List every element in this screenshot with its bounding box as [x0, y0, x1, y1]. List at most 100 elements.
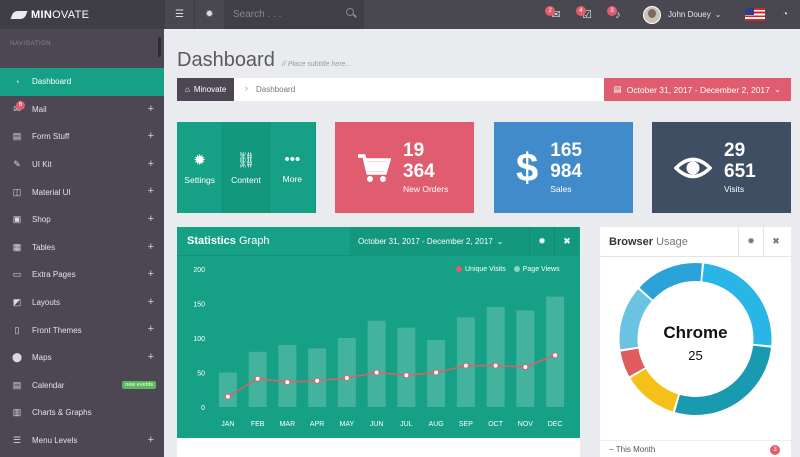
sidebar-item-label: Tables [32, 242, 56, 252]
us-flag-icon[interactable] [745, 8, 765, 21]
sidebar-item-front-themes[interactable]: ▯ Front Themes + [0, 316, 164, 344]
tasks-icon: ☑ [582, 9, 592, 21]
dollar-icon: $ [516, 145, 539, 190]
donut-segment[interactable] [702, 263, 772, 346]
messages-badge: 2 [545, 6, 555, 16]
point-unique-visits [552, 352, 559, 359]
search-placeholder: Search . . . [233, 9, 282, 20]
statistics-settings-button[interactable]: ✹ [529, 227, 554, 256]
plus-icon[interactable]: + [147, 295, 154, 308]
chevron-down-icon: ⌄ [496, 237, 504, 246]
plus-icon[interactable]: + [147, 212, 154, 225]
bar-page-views [546, 296, 565, 407]
search-input[interactable]: Search . . . [224, 0, 364, 29]
plus-icon[interactable]: + [147, 350, 154, 363]
point-unique-visits [492, 362, 499, 369]
sidebar-item-form-stuff[interactable]: ▤ Form Stuff + [0, 123, 164, 151]
gear-icon: ✹ [193, 151, 206, 169]
this-month-label: This Month [615, 445, 656, 454]
plus-icon[interactable]: + [147, 240, 154, 253]
sidebar-item-dashboard[interactable]: ◔ Dashboard [0, 68, 164, 96]
settings-button[interactable]: ✹ [194, 0, 224, 29]
plus-icon[interactable]: + [147, 157, 154, 170]
sidebar-item-shop[interactable]: ▣ Shop + [0, 206, 164, 234]
statistics-close-button[interactable]: ✖ [554, 227, 579, 256]
browser-close-button[interactable]: ✖ [763, 227, 788, 256]
orders-label: New Orders [403, 184, 449, 195]
donut-segment[interactable] [619, 289, 652, 350]
visits-label: Visits [724, 184, 745, 195]
breadcrumb-current[interactable]: Dashboard [256, 85, 296, 94]
content-shortcut[interactable]: ⛓ Content [223, 122, 270, 213]
settings-shortcut[interactable]: ✹ Settings [177, 122, 224, 213]
chevron-down-icon: ⌄ [714, 10, 722, 19]
y-tick-label: 200 [193, 267, 205, 274]
sidebar-item-material-ui[interactable]: ◫ Material UI + [0, 178, 164, 206]
x-tick-label: MAY [340, 421, 355, 428]
tasks-badge: 4 [576, 6, 586, 16]
breadcrumb-home[interactable]: ⌂ Minovate [177, 78, 235, 101]
home-icon: ⌂ [185, 85, 190, 94]
bar-page-views [278, 344, 297, 407]
this-month-toggle[interactable]: − This Month [609, 445, 655, 454]
sidebar-item-label: Form Stuff [32, 132, 70, 142]
sidebar-item-extra-pages[interactable]: ▭ Extra Pages + [0, 261, 164, 289]
x-tick-label: FEB [251, 421, 265, 428]
brand-logo[interactable]: MINOVATE [0, 0, 164, 29]
user-menu[interactable]: John Douey ⌄ [643, 0, 721, 29]
sidebar-item-label: Front Themes [32, 325, 82, 335]
line-unique-visits [227, 354, 556, 398]
statistics-panel-title: Statistics Graph [187, 235, 270, 247]
browser-usage-panel: Browser Usage ✹ ✖ Chrome 25 − This Month… [600, 227, 791, 457]
desktop-icon: ▭ [12, 269, 22, 280]
sidebar-item-ui-kit[interactable]: ✎ UI Kit + [0, 151, 164, 179]
new-events-badge: new events [122, 380, 156, 389]
user-name: John Douey [668, 10, 711, 19]
sidebar-item-layouts[interactable]: ◩ Layouts + [0, 289, 164, 317]
donut-segment[interactable] [630, 368, 679, 412]
plus-icon[interactable]: + [147, 433, 154, 446]
quick-actions-tile: ✹ Settings ⛓ Content ••• More [177, 122, 316, 213]
plus-icon[interactable]: + [147, 130, 154, 143]
messages-button[interactable]: 2 ✉ [544, 0, 568, 29]
date-range-picker[interactable]: ▤ October 31, 2017 - December 2, 2017 ⌄ [603, 78, 791, 101]
browser-settings-button[interactable]: ✹ [738, 227, 763, 256]
sidebar-item-charts-graphs[interactable]: ▥ Charts & Graphs [0, 399, 164, 427]
settings-label: Settings [184, 174, 216, 185]
plus-icon[interactable]: + [147, 102, 154, 115]
file-icon: ▯ [14, 324, 20, 335]
orders-value-2: 364 [403, 160, 435, 182]
plus-icon[interactable]: + [147, 185, 154, 198]
sidebar-toggle-button[interactable]: ☰ [164, 0, 194, 29]
donut-segment[interactable] [620, 348, 645, 377]
sidebar-item-menu-levels[interactable]: ☰ Menu Levels + [0, 427, 164, 455]
close-icon: ✖ [772, 236, 780, 246]
more-label: More [282, 174, 302, 184]
calendar-icon: ▤ [613, 84, 622, 94]
sidebar-item-calendar[interactable]: ▤ Calendar new events [0, 372, 164, 400]
sidebar-item-tables[interactable]: ▦ Tables + [0, 234, 164, 262]
chat-button[interactable]: ◔ [770, 0, 800, 29]
plus-icon[interactable]: + [147, 323, 154, 336]
x-tick-label: JUN [370, 421, 384, 428]
legend-page-views: Page Views [513, 266, 560, 273]
tasks-button[interactable]: 4 ☑ [575, 0, 599, 29]
top-bar: MINOVATE ☰ ✹ Search . . . 2 ✉ 4 ☑ 3 ♪ Jo… [0, 0, 800, 29]
envelope-icon: ✉ [551, 9, 561, 21]
alerts-button[interactable]: 3 ♪ [606, 0, 630, 29]
donut-segment[interactable] [639, 263, 702, 300]
minus-icon: − [609, 445, 614, 454]
plus-icon[interactable]: + [147, 268, 154, 281]
bar-page-views [367, 320, 386, 407]
sidebar-scrollbar[interactable] [158, 37, 161, 57]
chart-icon: ▥ [12, 407, 22, 418]
map-marker-icon: ⬤ [11, 352, 23, 363]
brand-name: MINOVATE [31, 8, 90, 21]
donut-segment[interactable] [674, 345, 771, 415]
chevron-down-icon: ⌄ [773, 84, 781, 94]
statistics-date-picker[interactable]: October 31, 2017 - December 2, 2017 ⌄ [350, 227, 529, 256]
sidebar-item-maps[interactable]: ⬤ Maps + [0, 344, 164, 372]
more-shortcut[interactable]: ••• More [270, 122, 316, 213]
point-unique-visits [462, 362, 469, 369]
